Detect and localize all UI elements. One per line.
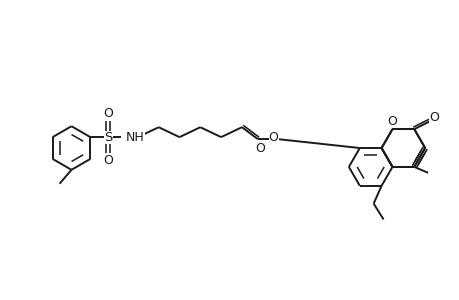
Text: O: O (103, 107, 113, 120)
Text: O: O (254, 142, 264, 154)
Text: O: O (428, 111, 438, 124)
Text: NH: NH (126, 130, 145, 144)
Text: S: S (104, 130, 112, 144)
Text: O: O (386, 115, 397, 128)
Text: O: O (268, 130, 278, 144)
Text: O: O (103, 154, 113, 167)
